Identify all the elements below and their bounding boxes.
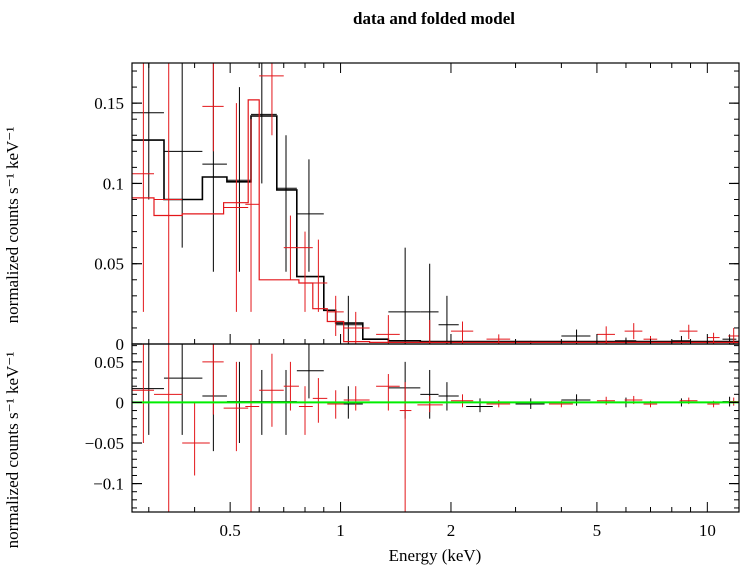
black-series-point xyxy=(163,63,203,248)
red-series-point xyxy=(154,63,183,344)
red-series-point xyxy=(223,103,249,312)
bottom-y-tick-label: −0.05 xyxy=(85,434,124,453)
red-series-point xyxy=(312,239,328,312)
red-series-point xyxy=(679,324,698,340)
red-residual-point xyxy=(312,378,328,423)
red-series-point xyxy=(283,215,299,280)
red-residual-point xyxy=(596,396,615,405)
bottom-panel: −0.1 −0.05 0 0.05 xyxy=(85,343,740,513)
red-residual-point xyxy=(154,344,183,512)
red-series-point xyxy=(202,63,224,152)
chart-title: data and folded model xyxy=(353,9,515,28)
red-residual-point xyxy=(132,344,155,444)
top-y-tick-label: 0.05 xyxy=(94,255,124,274)
black-residual-point xyxy=(202,344,227,452)
top-y-tick-label: 0.1 xyxy=(103,174,124,193)
black-series-point xyxy=(335,295,363,344)
black-residual-point xyxy=(296,344,324,399)
red-residual-point xyxy=(259,353,284,427)
x-tick-label: 2 xyxy=(447,521,456,540)
red-series-point xyxy=(327,295,344,336)
black-series-point xyxy=(202,63,227,272)
red-series-point xyxy=(259,63,284,136)
bottom-panel-axes: −0.1 −0.05 0 0.05 xyxy=(85,345,739,509)
black-series-point xyxy=(132,63,164,200)
red-residual-point xyxy=(417,395,443,413)
red-series-point xyxy=(376,315,400,344)
red-series-point xyxy=(417,319,443,344)
red-series-point xyxy=(450,321,474,344)
red-series-point xyxy=(596,326,615,344)
bottom-y-tick-label: −0.1 xyxy=(93,475,124,494)
red-residual-point xyxy=(450,394,474,408)
black-residual-point xyxy=(561,394,591,406)
red-residual-point xyxy=(182,402,210,476)
top-panel-plot-area xyxy=(132,63,739,344)
black-series-point xyxy=(226,87,252,272)
bottom-y-tick-label: 0.05 xyxy=(94,353,124,372)
red-residual-point xyxy=(399,382,412,512)
black-series-point xyxy=(296,159,324,272)
red-series-point xyxy=(245,119,260,312)
x-tick-label: 10 xyxy=(699,521,716,540)
top-y-tick-label: 0.15 xyxy=(94,94,124,113)
x-tick-label: 1 xyxy=(336,521,345,540)
black-series-point xyxy=(276,135,297,272)
bottom-y-tick-label: 0 xyxy=(116,393,125,412)
top-panel-y-axis-label: normalized counts s⁻¹ keV⁻¹ xyxy=(3,127,22,324)
black-residual-point xyxy=(515,398,545,409)
red-series-point xyxy=(728,327,739,344)
x-tick-label: 0.5 xyxy=(220,521,241,540)
red-residual-point xyxy=(327,390,344,419)
red-series-model-histogram xyxy=(132,99,739,343)
red-series-point xyxy=(132,63,155,312)
x-axis: 0.5 1 2 5 10 xyxy=(148,63,716,540)
black-series-model-histogram xyxy=(132,115,739,343)
x-tick-label: 5 xyxy=(593,521,602,540)
top-y-tick-label: 0 xyxy=(116,335,125,354)
red-series-point xyxy=(343,311,370,344)
red-series-point xyxy=(624,323,643,340)
black-series-point xyxy=(388,247,421,344)
red-residual-point xyxy=(343,386,370,411)
red-residual-point xyxy=(202,344,224,415)
x-axis-label: Energy (keV) xyxy=(389,546,482,565)
bottom-panel-frame xyxy=(131,343,740,513)
black-residual-point xyxy=(163,344,203,435)
red-residual-point xyxy=(298,386,313,435)
red-residual-point xyxy=(223,361,249,452)
red-series-point xyxy=(298,231,313,312)
black-series-point xyxy=(438,295,459,344)
red-residual-point xyxy=(245,344,260,512)
top-panel: 0 0.05 0.1 0.15 xyxy=(94,62,740,354)
bottom-panel-y-axis-label: normalized counts s⁻¹ keV⁻¹ xyxy=(3,352,22,549)
bottom-panel-plot-area xyxy=(132,344,739,512)
red-residual-point xyxy=(486,400,511,408)
black-residual-point xyxy=(438,382,459,411)
black-residual-point xyxy=(132,344,164,435)
black-residual-point xyxy=(466,398,493,413)
red-residual-point xyxy=(376,374,400,411)
black-series-point xyxy=(251,63,277,184)
